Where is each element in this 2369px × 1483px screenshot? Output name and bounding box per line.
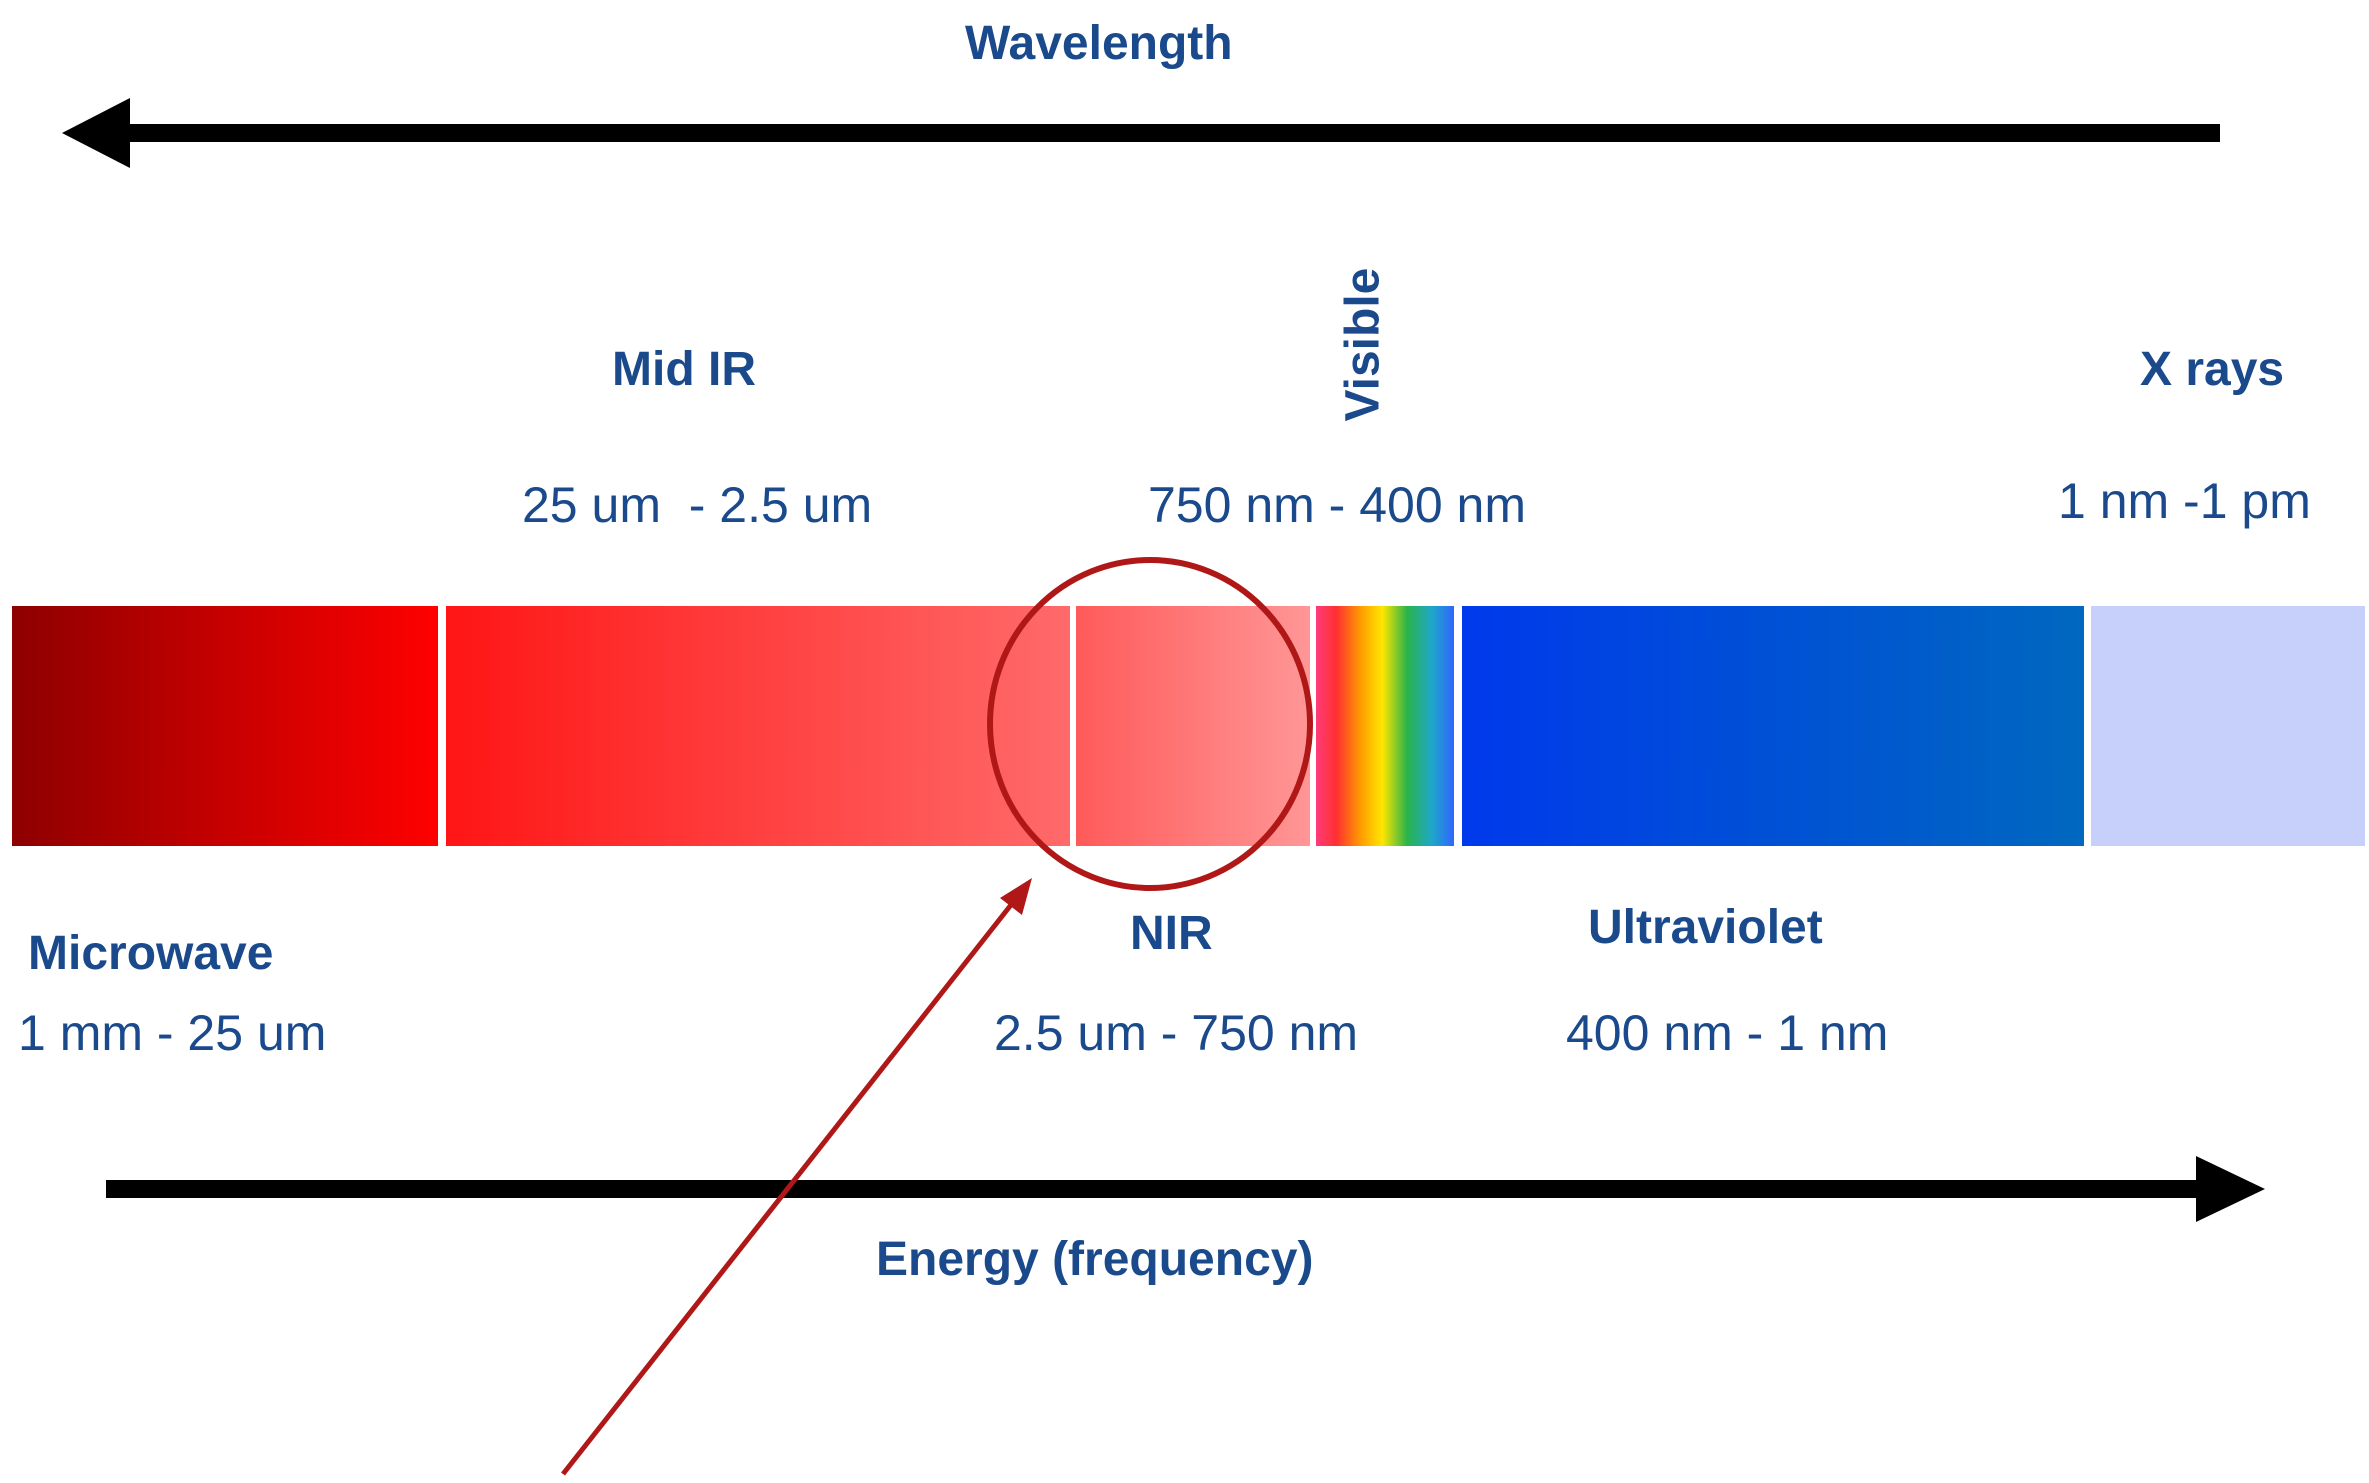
- wavelength-label: Wavelength: [965, 17, 1233, 70]
- band-x-rays: [2091, 606, 2365, 846]
- band-name-nir: NIR: [1130, 907, 1213, 960]
- band-name-mid-ir: Mid IR: [612, 343, 756, 396]
- band-name-microwave: Microwave: [28, 927, 274, 980]
- band-range-nir: 2.5 um - 750 nm: [994, 1005, 1359, 1061]
- band-name-x-rays: X rays: [2140, 343, 2285, 396]
- band-range-mid-ir: 25 um - 2.5 um: [522, 477, 873, 533]
- band-nir: [1076, 606, 1310, 846]
- highlight-circle: [987, 557, 1313, 891]
- pointer-arrow: [561, 878, 1032, 1476]
- band-microwave: [12, 606, 438, 846]
- band-range-ultraviolet: 400 nm - 1 nm: [1566, 1005, 1889, 1061]
- band-ultraviolet: [1462, 606, 2084, 846]
- band-visible: [1316, 606, 1454, 846]
- energy-label: Energy (frequency): [876, 1233, 1314, 1286]
- band-name-ultraviolet: Ultraviolet: [1588, 901, 1823, 954]
- band-range-x-rays: 1 nm -1 pm: [2058, 473, 2311, 529]
- wavelength-arrow: [62, 98, 2220, 168]
- energy-arrow: [106, 1156, 2265, 1222]
- band-name-visible: Visible: [1336, 267, 1390, 422]
- band-mid-ir: [446, 606, 1070, 846]
- band-range-visible: 750 nm - 400 nm: [1148, 477, 1526, 533]
- band-range-microwave: 1 mm - 25 um: [18, 1005, 327, 1061]
